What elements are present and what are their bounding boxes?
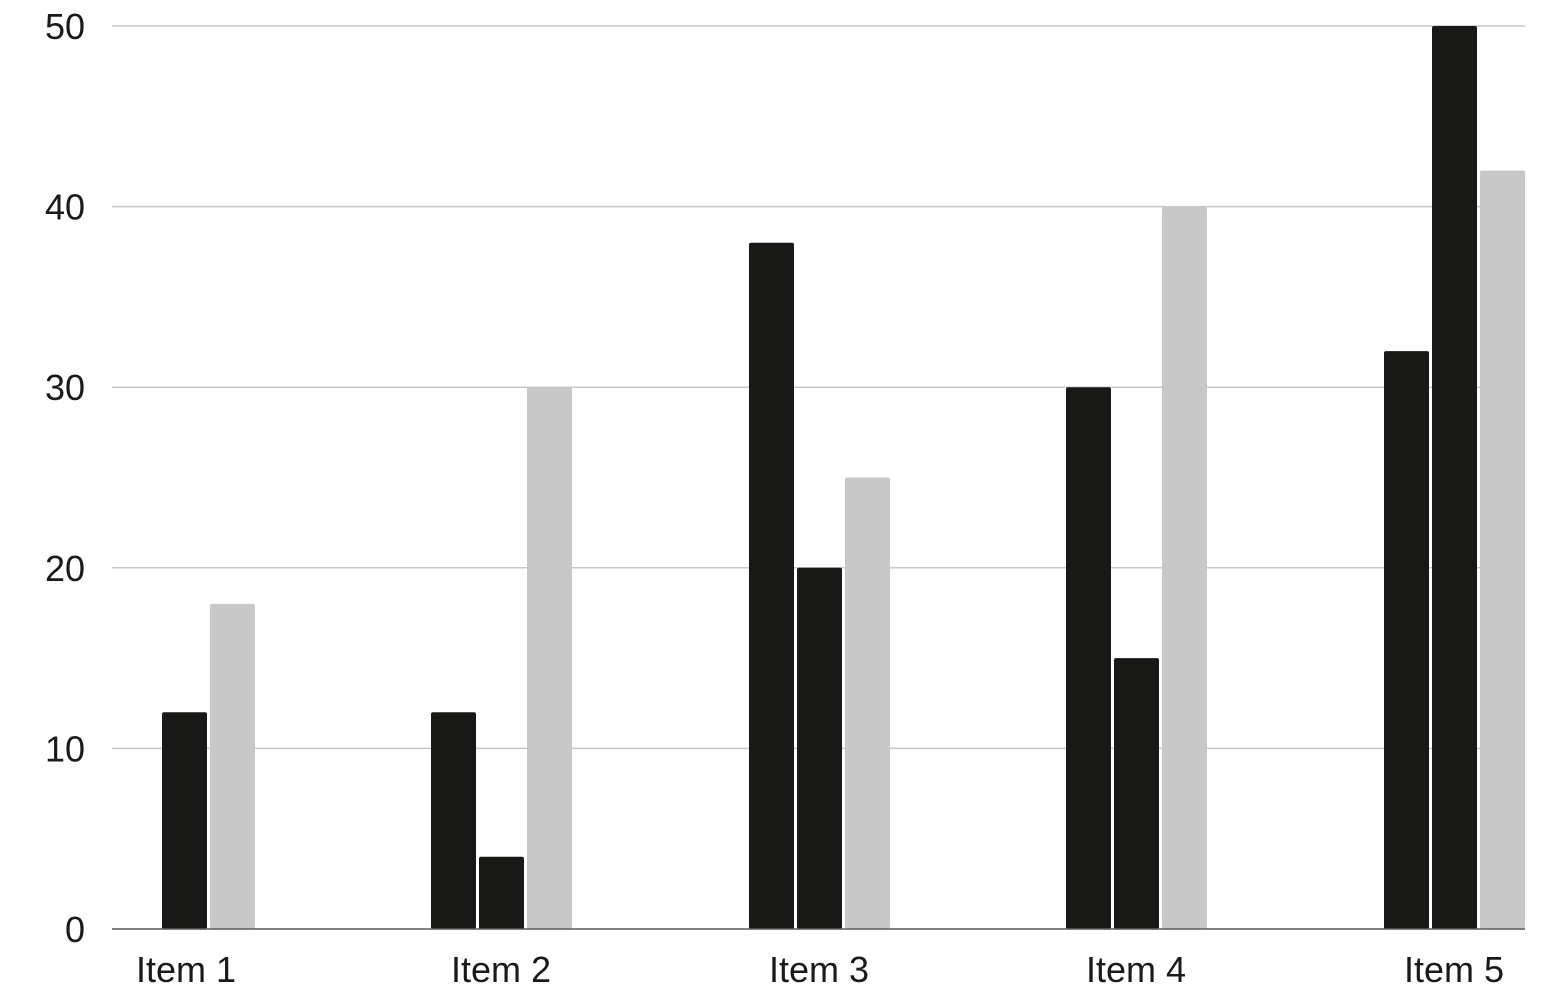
bar [1162, 206, 1207, 930]
bar [527, 387, 572, 929]
y-tick-label: 10 [45, 728, 85, 769]
bar [479, 856, 524, 929]
bar [1066, 387, 1111, 929]
bar [797, 567, 842, 929]
bar [749, 242, 794, 930]
y-tick-label: 30 [45, 367, 85, 408]
y-tick-label: 50 [45, 6, 85, 47]
bar [845, 477, 890, 929]
y-tick-labels: 0 10 20 30 40 50 [45, 6, 85, 950]
x-tick-label: Item 5 [1404, 949, 1504, 990]
x-tick-label: Item 2 [451, 949, 551, 990]
y-tick-label: 0 [65, 909, 85, 950]
bar [210, 603, 255, 929]
bar [1432, 26, 1477, 929]
bar [1480, 170, 1525, 930]
x-tick-label: Item 1 [136, 949, 236, 990]
x-tick-label: Item 4 [1086, 949, 1186, 990]
x-tick-labels: Item 1 Item 2 Item 3 Item 4 Item 5 [136, 949, 1504, 990]
bar [162, 712, 207, 929]
gridlines [112, 25, 1525, 750]
bar [1114, 658, 1159, 929]
bars [162, 26, 1525, 930]
y-tick-label: 20 [45, 548, 85, 589]
bar [431, 712, 476, 929]
y-tick-label: 40 [45, 187, 85, 228]
x-tick-label: Item 3 [769, 949, 869, 990]
bar [1384, 351, 1429, 930]
